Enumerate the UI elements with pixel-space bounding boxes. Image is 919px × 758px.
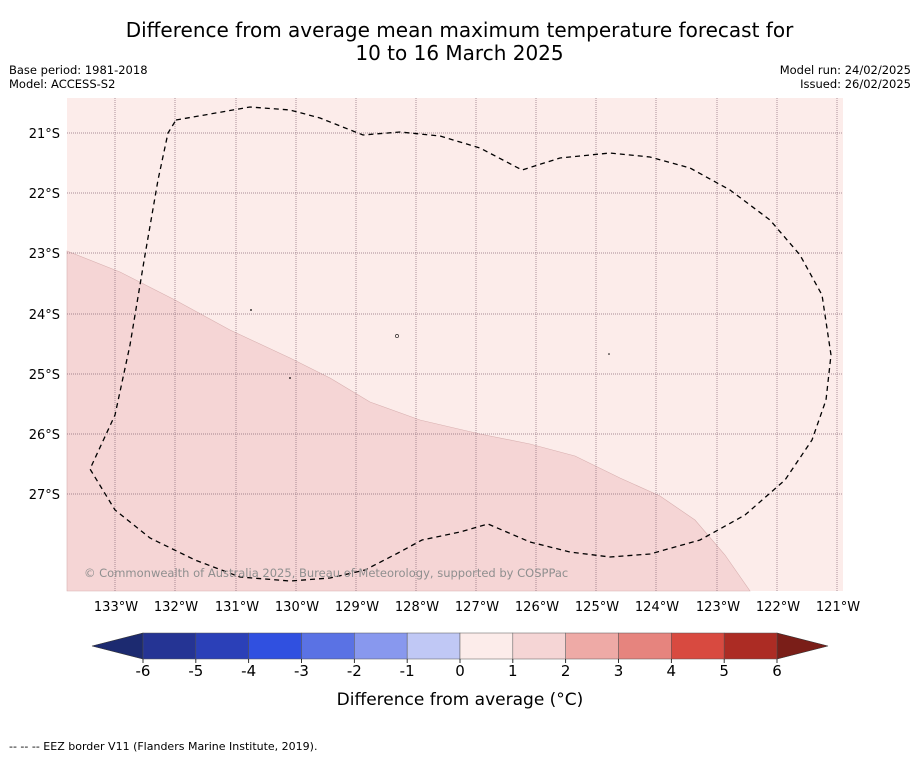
- colorbar-tick-label: 5: [719, 662, 729, 680]
- lon-label: 131°W: [215, 600, 259, 615]
- colorbar-tick-label: 2: [561, 662, 571, 680]
- colorbar-segment: [406, 632, 461, 660]
- lat-label: 22°S: [29, 187, 60, 202]
- colorbar-segment: [248, 632, 302, 660]
- colorbar-segment: [565, 632, 619, 660]
- title-line-2: 10 to 16 March 2025: [355, 41, 564, 65]
- lon-label: 124°W: [635, 600, 679, 615]
- colorbar-segment: [301, 632, 355, 660]
- colorbar-tick-label: -3: [294, 662, 309, 680]
- lon-label: 127°W: [455, 600, 499, 615]
- lon-gridlines: [114, 98, 838, 591]
- colorbar-tick-label: -5: [188, 662, 203, 680]
- lon-label: 123°W: [696, 600, 740, 615]
- lat-label: 23°S: [29, 247, 60, 262]
- lat-label: 26°S: [29, 428, 60, 443]
- lat-label: 24°S: [29, 308, 60, 323]
- colorbar-tick-label: -2: [347, 662, 362, 680]
- colorbar-label: Difference from average (°C): [337, 690, 584, 710]
- colorbar-over-extension: [776, 632, 829, 660]
- eez-border: [89, 106, 832, 582]
- lat-label: 25°S: [29, 368, 60, 383]
- meta-left: Base period: 1981-2018 Model: ACCESS-S2: [9, 63, 148, 91]
- title-line-1: Difference from average mean maximum tem…: [125, 18, 794, 42]
- lat-gridlines: [67, 132, 843, 495]
- island-marker: [608, 353, 610, 355]
- colorbar-under-extension: [91, 632, 144, 660]
- colorbar-segment: [195, 632, 249, 660]
- meta-right: Model run: 24/02/2025 Issued: 26/02/2025: [780, 63, 911, 91]
- map-title: Difference from average mean maximum tem…: [0, 19, 919, 65]
- lon-label: 125°W: [575, 600, 619, 615]
- island-marker: [395, 334, 399, 338]
- eez-legend-footer: -- -- -- EEZ border V11 (Flanders Marine…: [9, 740, 318, 753]
- model-run: Model run: 24/02/2025: [779, 63, 911, 77]
- colorbar-tick-label: 0: [455, 662, 465, 680]
- warm-anomaly-region: [66, 250, 751, 592]
- colorbar-segment: [671, 632, 725, 660]
- island-marker: [250, 309, 252, 311]
- lat-label: 21°S: [29, 127, 60, 142]
- lon-label: 121°W: [816, 600, 860, 615]
- colorbar-tick-label: -6: [136, 662, 151, 680]
- map-panel: © Commonwealth of Australia 2025, Bureau…: [66, 98, 843, 592]
- colorbar-tick-label: -1: [400, 662, 415, 680]
- lon-label: 132°W: [154, 600, 198, 615]
- lon-label: 126°W: [515, 600, 559, 615]
- colorbar-segment: [723, 632, 778, 660]
- colorbar-tick-label: 1: [508, 662, 518, 680]
- colorbar-segment: [459, 632, 514, 660]
- colorbar-tick-label: 4: [667, 662, 677, 680]
- island-markers: [250, 309, 610, 379]
- lon-label: 133°W: [94, 600, 138, 615]
- colorbar-tick-label: 3: [614, 662, 624, 680]
- colorbar-tick-label: 6: [772, 662, 782, 680]
- colorbar-segment: [354, 632, 408, 660]
- lon-label: 122°W: [756, 600, 800, 615]
- lat-label: 27°S: [29, 488, 60, 503]
- colorbar-segment: [618, 632, 672, 660]
- base-period: Base period: 1981-2018: [9, 63, 148, 77]
- lon-label: 130°W: [275, 600, 319, 615]
- colorbar: -6 -5 -4 -3 -2 -1 0 1 2 3 4 5 6: [91, 632, 829, 680]
- lon-axis-labels: 133°W 132°W 131°W 130°W 129°W 128°W 127°…: [94, 600, 860, 615]
- colorbar-tick-label: -4: [241, 662, 256, 680]
- copyright-note: © Commonwealth of Australia 2025, Bureau…: [84, 566, 568, 580]
- lat-axis-labels: 21°S 22°S 23°S 24°S 25°S 26°S 27°S: [29, 127, 60, 503]
- issued-date: Issued: 26/02/2025: [800, 77, 911, 91]
- island-marker: [289, 377, 291, 379]
- lon-label: 129°W: [335, 600, 379, 615]
- model-name: Model: ACCESS-S2: [9, 77, 116, 91]
- lon-label: 128°W: [395, 600, 439, 615]
- colorbar-segment: [512, 632, 566, 660]
- colorbar-segment: [142, 632, 197, 660]
